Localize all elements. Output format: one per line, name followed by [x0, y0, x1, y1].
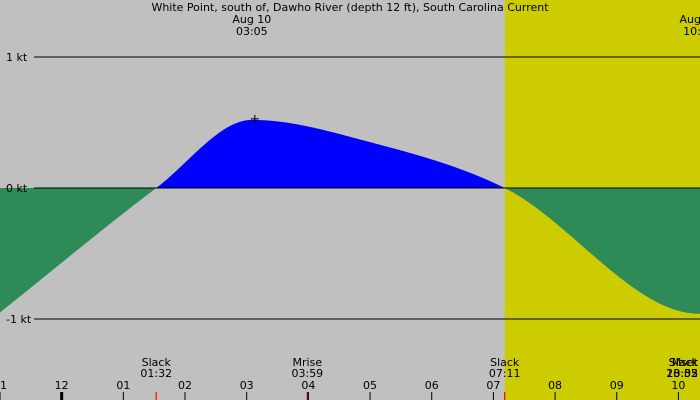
- event-labels: Slack01:32Mrise03:59Slack07:11Slack13:32…: [140, 356, 699, 400]
- max-marker: [250, 114, 259, 123]
- hour-tick-label: 06: [425, 379, 439, 392]
- flood-area: [156, 119, 505, 188]
- extrema-date: Aug 10: [679, 13, 700, 26]
- hour-tick-label: 11: [0, 379, 7, 392]
- event-time: 03:59: [291, 367, 323, 380]
- y-axis-labels: 1 kt 0 kt -1 kt: [6, 51, 32, 326]
- y-tick-label: -1 kt: [6, 313, 32, 326]
- extrema-time: 03:05: [236, 25, 268, 38]
- event-time: 13:32: [666, 367, 698, 380]
- hour-tick-label: 09: [610, 379, 624, 392]
- hour-tick-label: 10: [671, 379, 685, 392]
- hour-tick-label: 12: [55, 379, 69, 392]
- hour-tick-label: 07: [486, 379, 500, 392]
- ebb-area: [0, 188, 157, 313]
- hour-tick-label: 08: [548, 379, 562, 392]
- grid-lines: [34, 56, 700, 320]
- current-areas: [0, 119, 700, 314]
- chart-title: White Point, south of, Dawho River (dept…: [151, 1, 549, 14]
- event-time: 20:03: [666, 367, 698, 380]
- event-time: 18:55: [666, 367, 698, 380]
- event-time: 07:11: [489, 367, 521, 380]
- event-name: Slack: [669, 356, 699, 369]
- event-name: Mset: [672, 356, 699, 369]
- event-name: Slack: [490, 356, 520, 369]
- y-tick-label: 1 kt: [6, 51, 28, 64]
- hour-tick-label: 04: [301, 379, 315, 392]
- y-tick-label: 0 kt: [6, 182, 28, 195]
- event-name: Mrise: [293, 356, 323, 369]
- hour-ticks: 1112010203040506070809101112010203040506…: [0, 379, 685, 400]
- hour-tick-label: 01: [116, 379, 130, 392]
- ebb-area: [504, 188, 700, 314]
- event-time: 01:32: [140, 367, 172, 380]
- event-name: Slack: [669, 356, 699, 369]
- extrema-date: Aug 10: [232, 13, 271, 26]
- hour-tick-label: 05: [363, 379, 377, 392]
- hour-tick-label: 02: [178, 379, 192, 392]
- hour-tick-label: 03: [240, 379, 254, 392]
- event-name: Slack: [142, 356, 172, 369]
- extrema-time: 10:20: [683, 25, 700, 38]
